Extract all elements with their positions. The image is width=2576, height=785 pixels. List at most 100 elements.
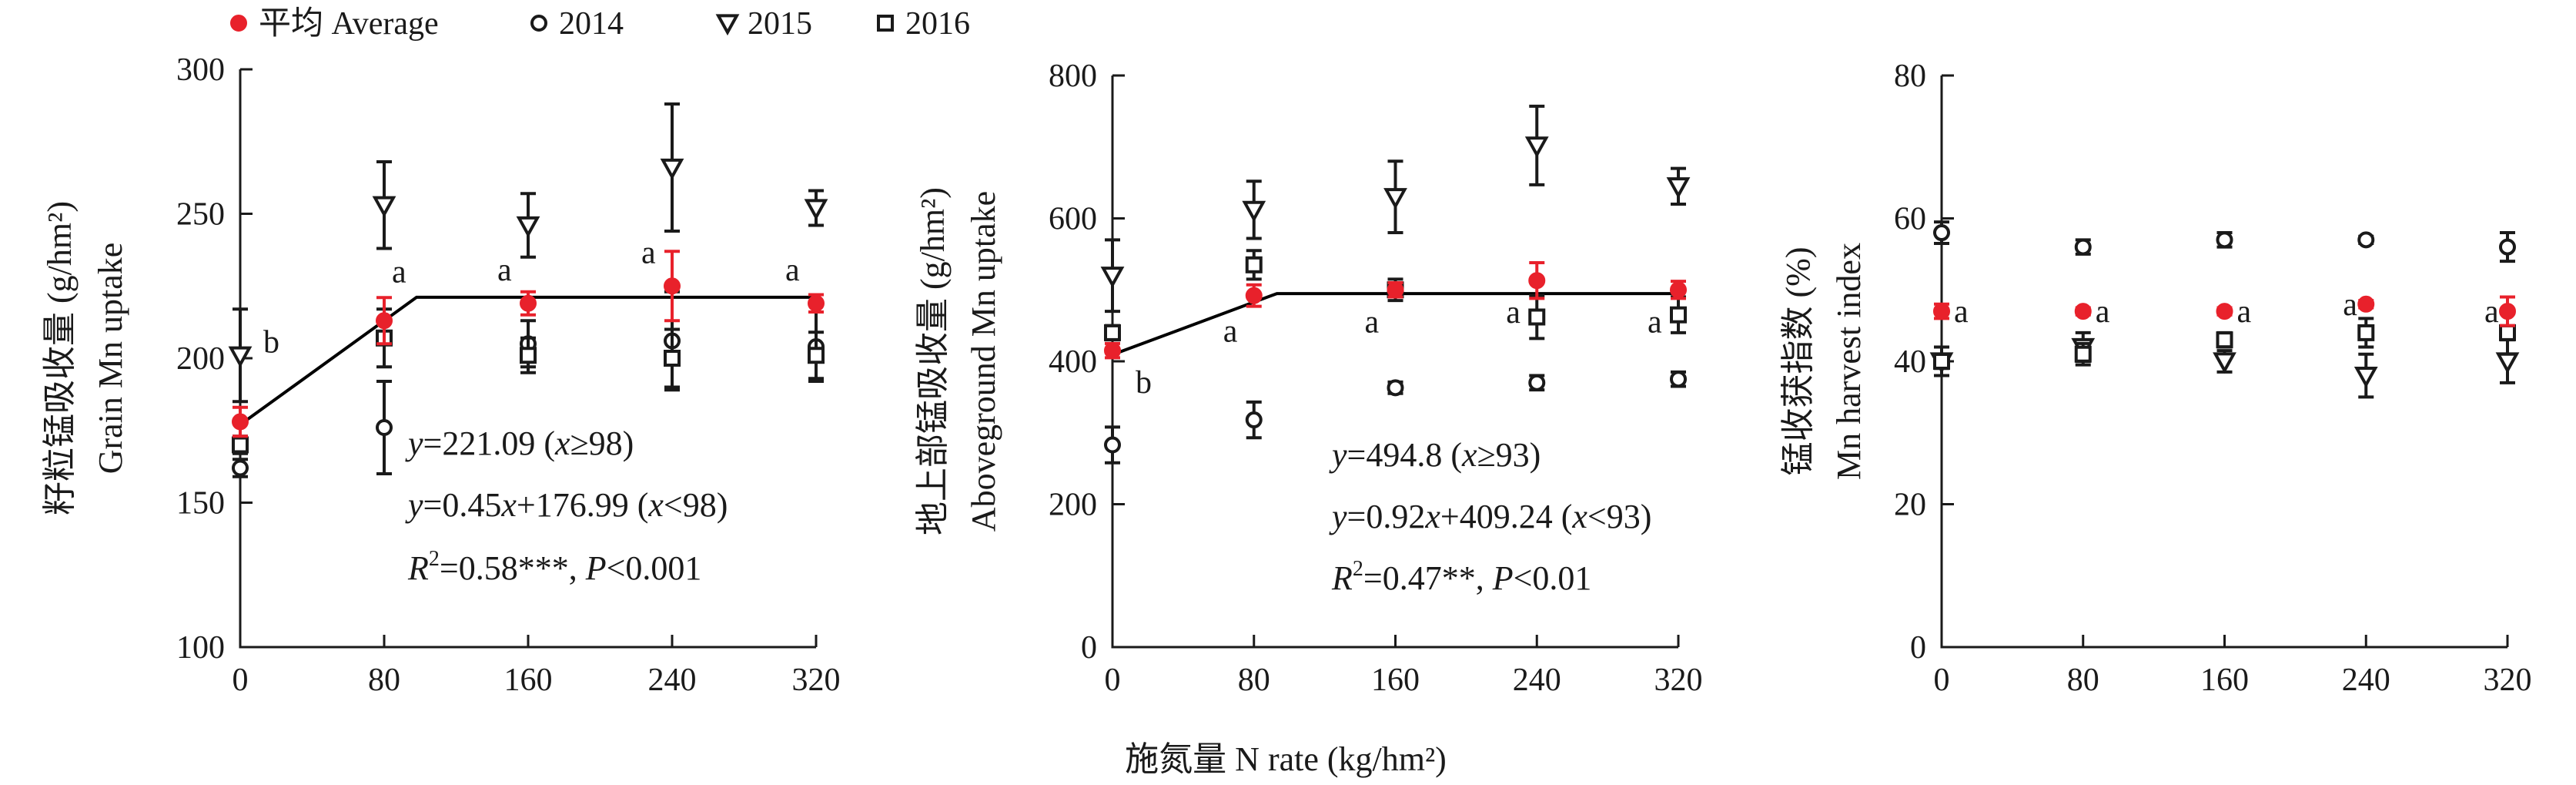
x-tick-label: 160 xyxy=(504,663,553,698)
significance-letter: b xyxy=(1136,365,1152,401)
point-y2014 xyxy=(2216,231,2233,249)
point-y2016 xyxy=(1670,306,1687,324)
x-tick-label: 240 xyxy=(2342,663,2390,698)
point-y2016 xyxy=(808,347,825,364)
legend: 平均 Average 2014 2015 2016 xyxy=(230,6,970,42)
fit-equation: y=221.09 (x≥98) xyxy=(405,424,634,462)
point-y2015 xyxy=(1100,267,1125,288)
point-y2015 xyxy=(516,216,540,238)
x-tick-label: 0 xyxy=(1105,663,1121,698)
point-avg xyxy=(1104,342,1121,360)
point-y2015 xyxy=(2354,366,2378,388)
x-tick-label: 80 xyxy=(368,663,400,698)
y-axis-label-en: Grain Mn uptake xyxy=(92,243,129,475)
series-y2015 xyxy=(228,102,828,404)
point-y2015 xyxy=(804,199,828,221)
significance-letter: a xyxy=(392,254,406,290)
point-y2016 xyxy=(2357,324,2375,341)
point-y2014 xyxy=(1528,374,1546,391)
point-y2014 xyxy=(1245,411,1263,429)
point-y2015 xyxy=(1383,188,1407,210)
fit-equation: y=494.8 (x≥93) xyxy=(1329,436,1541,474)
point-avg xyxy=(520,294,537,312)
panel-aboveground-mn-uptake: 0 200 400 600 800 0 80 160 240 320 地上部锰吸收量 (g/hm²)… xyxy=(914,59,1703,698)
series-y2016 xyxy=(1104,249,1687,342)
point-y2015 xyxy=(228,346,253,368)
significance-letter: a xyxy=(1648,304,1662,340)
fit-equation: R2=0.47**, P<0.01 xyxy=(1331,557,1591,597)
point-avg xyxy=(2357,295,2375,313)
y-tick-label: 60 xyxy=(1894,202,1926,237)
significance-letter: a xyxy=(785,253,800,288)
legend-item-y2015: 2015 xyxy=(715,6,812,42)
point-avg xyxy=(232,413,249,431)
fit-equation: y=0.92x+409.24 (x<93) xyxy=(1329,498,1651,535)
point-y2014 xyxy=(2499,238,2516,256)
point-avg xyxy=(376,312,393,330)
point-y2016 xyxy=(1104,324,1121,341)
x-tick-label: 0 xyxy=(233,663,249,698)
significance-letter: a xyxy=(2343,287,2357,323)
legend-marker-y2016 xyxy=(877,15,894,32)
point-y2016 xyxy=(1245,256,1263,273)
point-y2016 xyxy=(2216,331,2233,349)
point-y2015 xyxy=(1242,200,1266,223)
y-tick-label: 300 xyxy=(176,52,225,88)
point-avg xyxy=(2074,303,2092,320)
legend-label-y2016: 2016 xyxy=(905,6,970,42)
point-y2016 xyxy=(232,436,249,454)
y-axis-label-cn: 地上部锰吸收量 (g/hm²) xyxy=(914,187,952,535)
point-avg xyxy=(1387,281,1404,299)
point-y2015 xyxy=(372,196,396,218)
point-y2014 xyxy=(2357,231,2375,249)
point-avg xyxy=(1933,303,1950,320)
y-tick-label: 0 xyxy=(1910,630,1926,666)
point-y2014 xyxy=(1387,379,1404,397)
point-y2016 xyxy=(2074,345,2092,363)
fit-line xyxy=(1112,292,1678,357)
x-tick-label: 320 xyxy=(2484,663,2532,698)
y-tick-label: 40 xyxy=(1894,344,1926,380)
series-avg xyxy=(1933,295,2516,327)
fit-equation: R2=0.58***, P<0.001 xyxy=(407,547,701,587)
y-tick-label: 600 xyxy=(1049,202,1097,237)
significance-letter: a xyxy=(2484,294,2499,330)
significance-letter: a xyxy=(1365,304,1380,340)
point-avg xyxy=(2499,303,2516,320)
x-tick-label: 320 xyxy=(1654,663,1703,698)
y-axis-label-cn: 锰收获指数 (%) xyxy=(1779,247,1817,476)
series-y2014 xyxy=(1104,370,1687,465)
y-axis-label-en: Mn harvest index xyxy=(1830,243,1868,480)
y-axis-label-cn: 籽粒锰吸收量 (g/hm²) xyxy=(41,201,79,515)
y-tick-label: 800 xyxy=(1049,59,1097,94)
legend-item-y2016: 2016 xyxy=(877,6,970,42)
y-tick-label: 200 xyxy=(1049,488,1097,523)
point-avg xyxy=(808,294,825,312)
point-y2014 xyxy=(1933,224,1950,242)
point-avg xyxy=(1670,281,1687,299)
panel-mn-harvest-index: 0 20 40 60 80 0 80 160 240 320 锰收获指数 (%) Mn harvest… xyxy=(1779,59,2532,698)
point-y2014 xyxy=(1104,436,1121,454)
point-y2014 xyxy=(2074,238,2092,256)
y-tick-label: 250 xyxy=(176,197,225,233)
point-y2016 xyxy=(2499,324,2516,341)
significance-letter: a xyxy=(497,253,512,288)
x-tick-label: 160 xyxy=(1371,663,1420,698)
legend-label-avg: 平均 Average xyxy=(259,6,439,42)
y-tick-label: 200 xyxy=(176,341,225,377)
point-y2015 xyxy=(2495,352,2520,374)
series-y2015 xyxy=(1100,104,1691,314)
legend-item-y2014: 2014 xyxy=(530,6,624,42)
significance-letter: b xyxy=(263,325,279,361)
significance-letter: a xyxy=(641,235,656,270)
legend-item-avg: 平均 Average xyxy=(230,6,439,42)
point-y2016 xyxy=(520,347,537,364)
legend-label-y2015: 2015 xyxy=(748,6,812,42)
significance-letter: a xyxy=(2237,294,2252,330)
point-y2016 xyxy=(664,350,681,367)
panel-grain-mn-uptake: 100 150 200 250 300 0 80 160 240 320 籽粒锰吸收量 (g/hm²… xyxy=(41,52,841,698)
point-y2015 xyxy=(660,158,684,180)
significance-letter: a xyxy=(1506,295,1521,330)
x-tick-label: 80 xyxy=(1238,663,1270,698)
